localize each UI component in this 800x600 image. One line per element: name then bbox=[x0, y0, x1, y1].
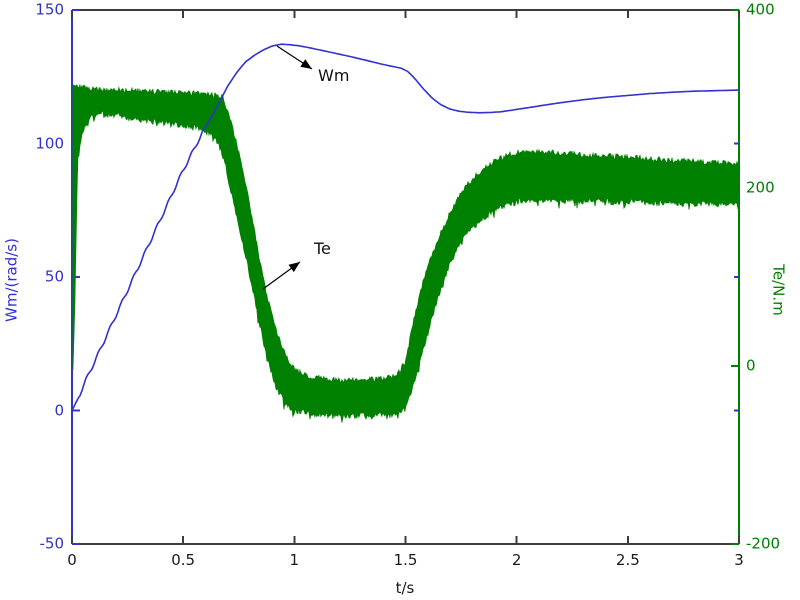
x-axis-tick-label: 1.5 bbox=[393, 551, 418, 569]
left-axis-tick-label: 50 bbox=[44, 267, 64, 286]
wm-line-series bbox=[71, 43, 739, 411]
x-axis-tick-label: 2 bbox=[511, 551, 522, 569]
right-axis-title: Te/N.m bbox=[769, 264, 788, 316]
x-axis-tick-label: 2.5 bbox=[615, 551, 640, 569]
wm-annotation-arrowhead bbox=[300, 59, 312, 69]
wm-annotation-label: Wm bbox=[318, 66, 350, 85]
left-axis-tick-label: 150 bbox=[35, 0, 64, 19]
te-annotation-arrowhead bbox=[288, 262, 300, 273]
left-axis-tick-label: -50 bbox=[39, 534, 65, 553]
x-axis-title: t/s bbox=[395, 579, 415, 597]
x-axis-tick-label: 3 bbox=[734, 551, 744, 569]
left-axis-tick-label: 0 bbox=[54, 401, 64, 419]
right-axis-tick-label: 200 bbox=[746, 178, 775, 197]
te-annotation-label: Te bbox=[314, 239, 331, 258]
left-axis-tick-label: 100 bbox=[35, 134, 64, 152]
x-axis-tick-label: 0.5 bbox=[171, 551, 196, 569]
x-axis-tick-label: 0 bbox=[67, 551, 77, 569]
left-axis-title: Wm/(rad/s) bbox=[2, 238, 21, 322]
right-axis-tick-label: 0 bbox=[746, 356, 756, 375]
right-axis-tick-label: -200 bbox=[746, 534, 781, 553]
right-axis-tick-label: 400 bbox=[746, 0, 775, 19]
te-band-series bbox=[72, 83, 740, 423]
x-axis-tick-label: 1 bbox=[289, 551, 300, 569]
